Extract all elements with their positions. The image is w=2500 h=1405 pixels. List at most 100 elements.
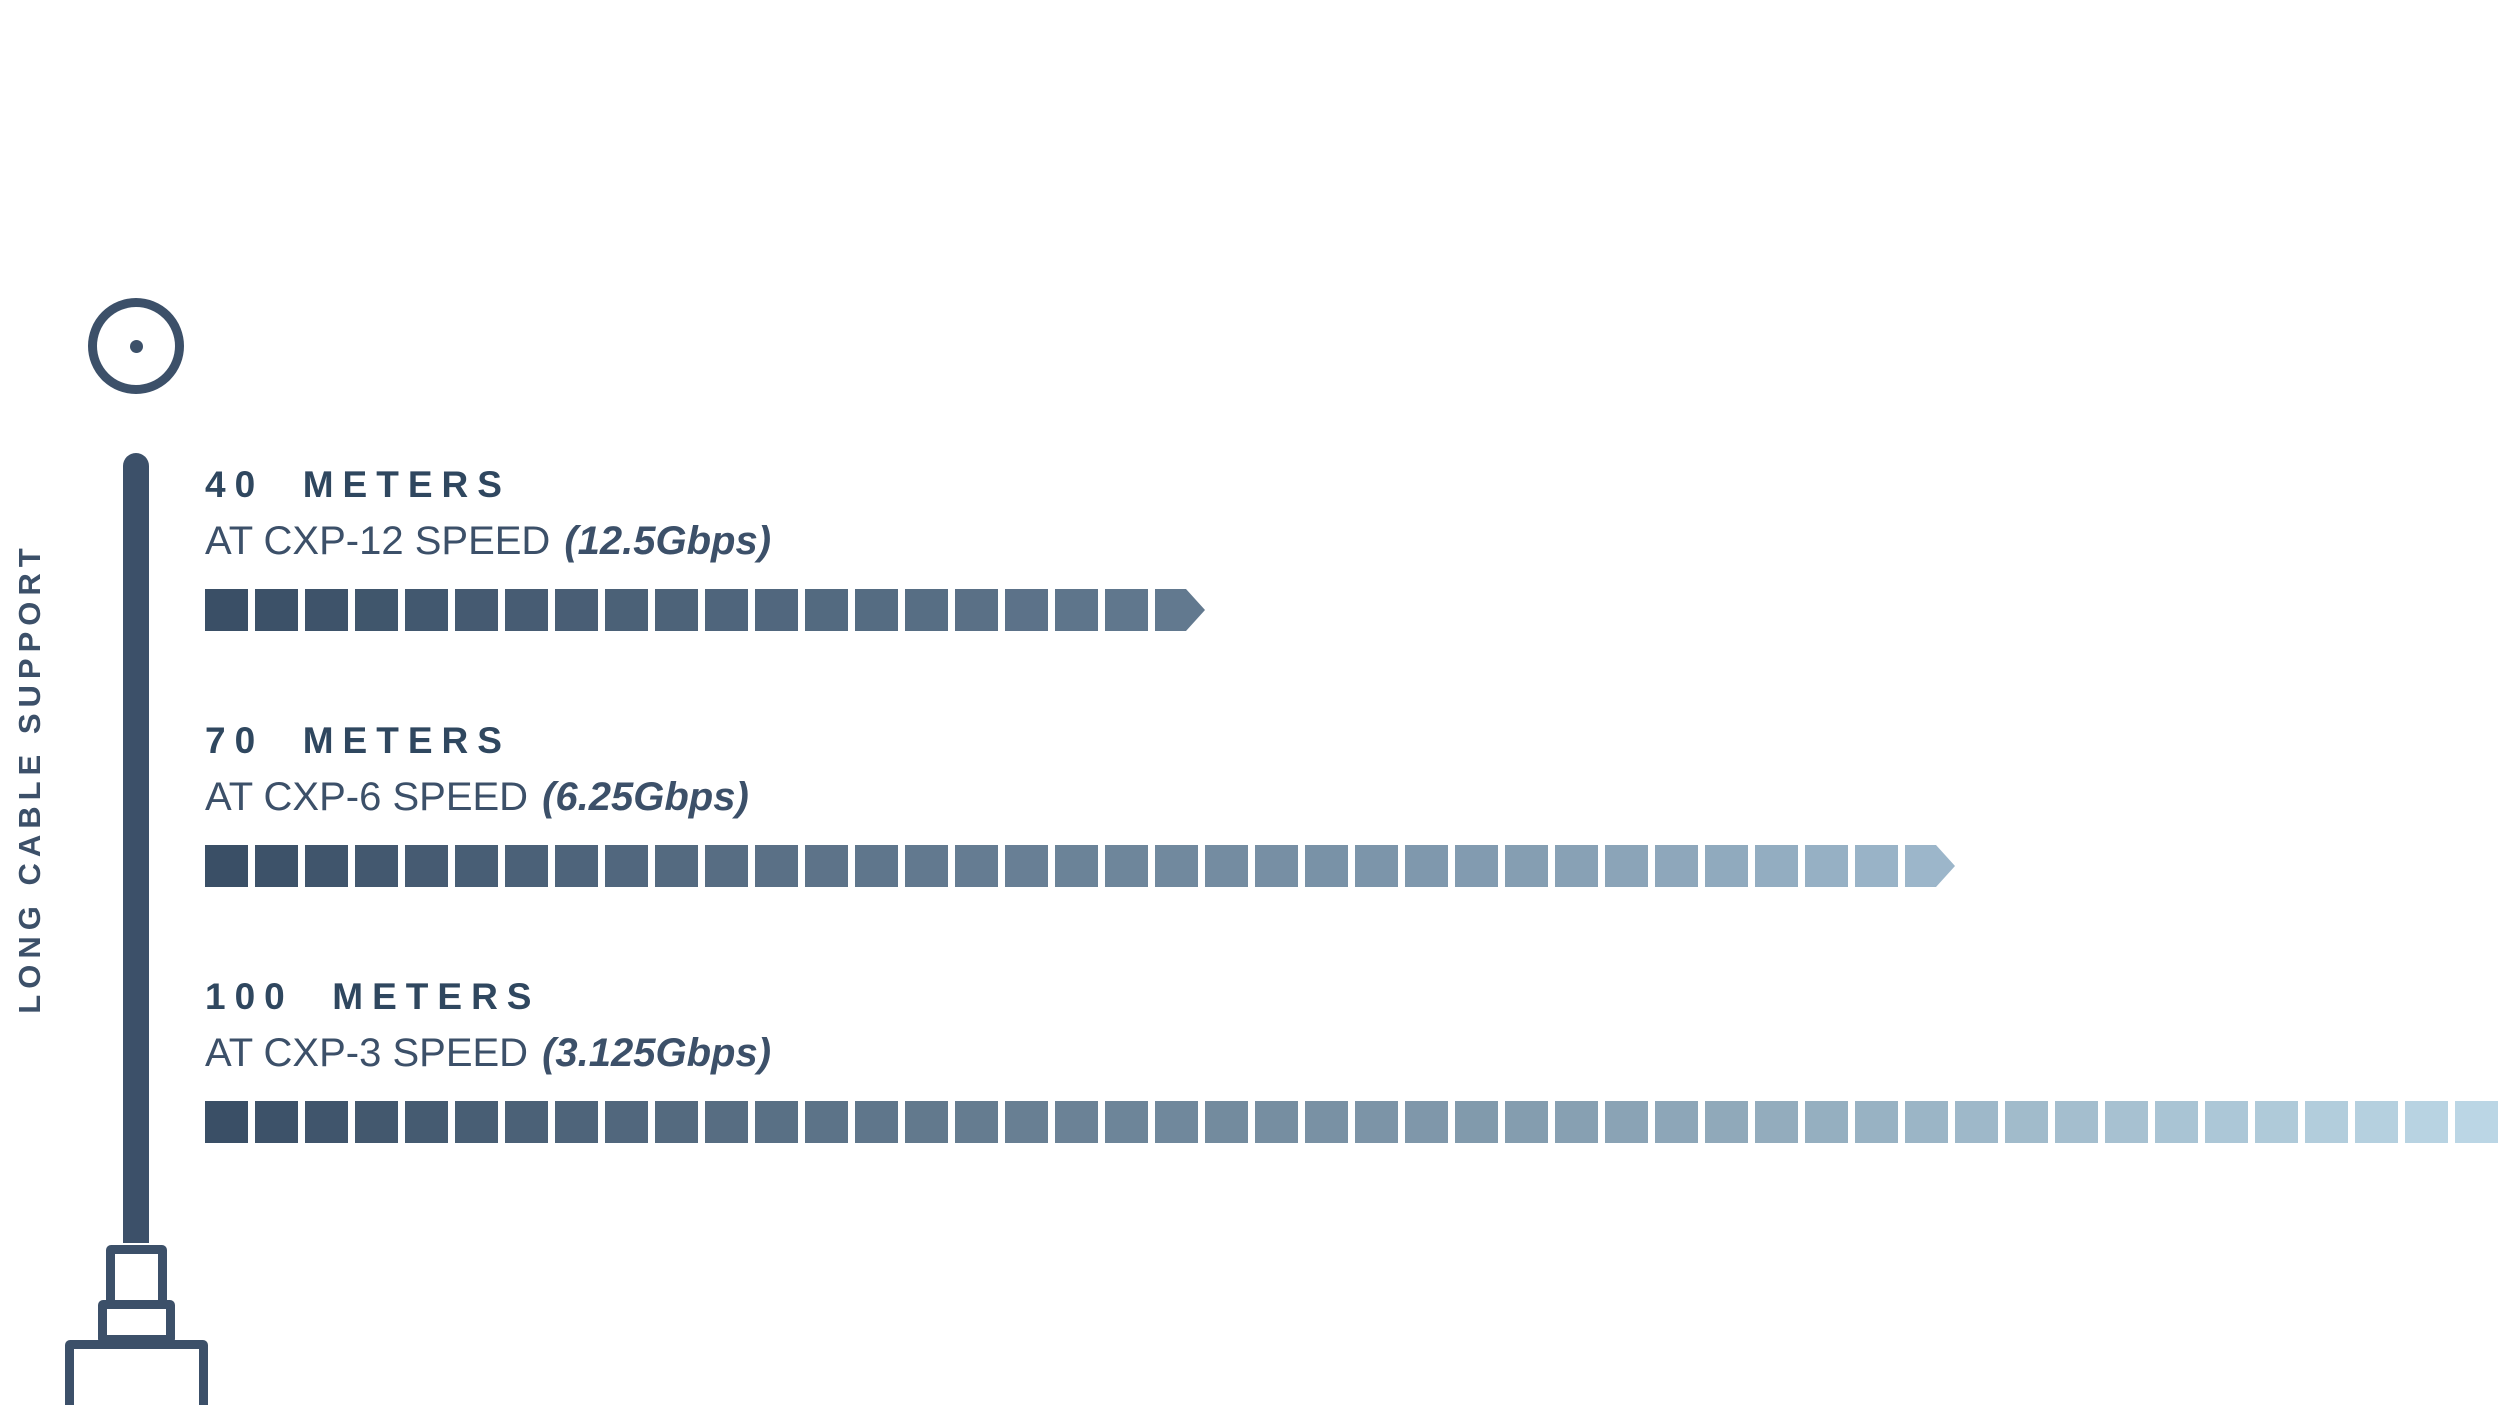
row-distance-unit: METERS <box>302 464 511 505</box>
bar-segment <box>855 845 898 887</box>
bar-segment <box>955 1101 998 1143</box>
bar-segment <box>555 589 598 631</box>
row-speed-line: AT CXP-3 SPEED (3.125Gbps) <box>205 1022 2500 1084</box>
bar-segment <box>455 589 498 631</box>
bar-segment <box>205 1101 248 1143</box>
bar-segment <box>505 589 548 631</box>
bar-segment <box>1005 845 1048 887</box>
bar-segment <box>755 589 798 631</box>
bar-segment <box>705 845 748 887</box>
row-distance: 40 METERS <box>205 460 2500 510</box>
cable-illustration <box>0 0 300 1405</box>
bar-segment <box>505 845 548 887</box>
bar-segment <box>1555 845 1598 887</box>
bar-segment <box>1105 845 1148 887</box>
bar-segment <box>355 1101 398 1143</box>
bar-segment <box>855 589 898 631</box>
bar-segment <box>1805 1101 1848 1143</box>
bar-segment <box>2105 1101 2148 1143</box>
bar-segment <box>255 845 298 887</box>
bar-segment <box>755 845 798 887</box>
row-distance-value: 40 <box>205 464 265 505</box>
bar-segment <box>1255 845 1298 887</box>
bar-segment <box>2255 1101 2298 1143</box>
bar-segment <box>755 1101 798 1143</box>
bar-segment <box>1855 1101 1898 1143</box>
bar-segment <box>1405 845 1448 887</box>
bar-segment <box>1205 1101 1248 1143</box>
row-speed-rate: (6.25Gbps) <box>542 775 749 819</box>
bar-segment <box>1705 1101 1748 1143</box>
bar-segment <box>2455 1101 2498 1143</box>
bar-segment <box>1105 1101 1148 1143</box>
bar-segment <box>255 1101 298 1143</box>
bar-segment <box>255 589 298 631</box>
bar-segment <box>1855 845 1898 887</box>
bar-segment <box>305 845 348 887</box>
cable-connector-shoulder-icon <box>98 1300 175 1344</box>
bar-segment <box>1655 845 1698 887</box>
bar-segment <box>955 589 998 631</box>
bar-segment <box>455 1101 498 1143</box>
cable-core-dot-icon <box>129 339 143 353</box>
bar-segment <box>905 589 948 631</box>
segmented-bar <box>205 1101 2500 1143</box>
metric-row: 40 METERS AT CXP-12 SPEED (12.5Gbps) <box>205 460 2500 631</box>
bar-segment <box>1255 1101 1298 1143</box>
bar-segment <box>355 589 398 631</box>
row-speed-prefix: AT CXP-12 SPEED <box>205 519 551 563</box>
bar-segment <box>1405 1101 1448 1143</box>
bar-segment <box>2055 1101 2098 1143</box>
bar-segment <box>2155 1101 2198 1143</box>
bar-segment <box>605 1101 648 1143</box>
bar-segment <box>855 1101 898 1143</box>
bar-segment <box>1905 1101 1948 1143</box>
row-distance-unit: METERS <box>302 720 511 761</box>
bar-segment <box>605 589 648 631</box>
metric-row: 70 METERS AT CXP-6 SPEED (6.25Gbps) <box>205 716 2500 887</box>
cable-rod <box>123 453 149 1243</box>
bar-segment <box>1055 1101 1098 1143</box>
bar-segment <box>655 589 698 631</box>
bar-segment <box>1505 1101 1548 1143</box>
row-speed-rate: (12.5Gbps) <box>564 519 772 563</box>
bar-segment <box>2405 1101 2448 1143</box>
bar-segment <box>405 1101 448 1143</box>
row-distance-value: 70 <box>205 720 265 761</box>
row-speed-line: AT CXP-12 SPEED (12.5Gbps) <box>205 510 2500 572</box>
bar-segment <box>705 589 748 631</box>
bar-segment <box>2005 1101 2048 1143</box>
bar-segment <box>405 845 448 887</box>
cable-cross-section-icon <box>88 298 184 394</box>
metric-row: 100 METERS AT CXP-3 SPEED (3.125Gbps) <box>205 972 2500 1143</box>
row-distance-value: 100 <box>205 976 294 1017</box>
bar-segment <box>305 1101 348 1143</box>
bar-segment <box>355 845 398 887</box>
bar-segment <box>605 845 648 887</box>
bar-segment <box>1605 1101 1648 1143</box>
bar-segment <box>205 589 248 631</box>
bar-segment <box>1305 1101 1348 1143</box>
bar-segment <box>655 845 698 887</box>
bar-segment <box>1705 845 1748 887</box>
bar-segment-arrow-tip <box>1155 589 1205 631</box>
bar-segment <box>1305 845 1348 887</box>
bar-segment <box>805 845 848 887</box>
row-distance: 70 METERS <box>205 716 2500 766</box>
row-distance-unit: METERS <box>332 976 541 1017</box>
bar-segment <box>455 845 498 887</box>
bar-segment <box>1805 845 1848 887</box>
bar-segment <box>1205 845 1248 887</box>
bar-segment <box>1755 1101 1798 1143</box>
bar-segment <box>1555 1101 1598 1143</box>
row-speed-rate: (3.125Gbps) <box>542 1031 772 1075</box>
bar-segment <box>1005 1101 1048 1143</box>
bar-segment <box>555 845 598 887</box>
bar-segment <box>305 589 348 631</box>
bar-segment <box>1455 1101 1498 1143</box>
bar-segment <box>1055 589 1098 631</box>
bar-segment <box>555 1101 598 1143</box>
bar-segment <box>1155 845 1198 887</box>
bar-segment <box>705 1101 748 1143</box>
